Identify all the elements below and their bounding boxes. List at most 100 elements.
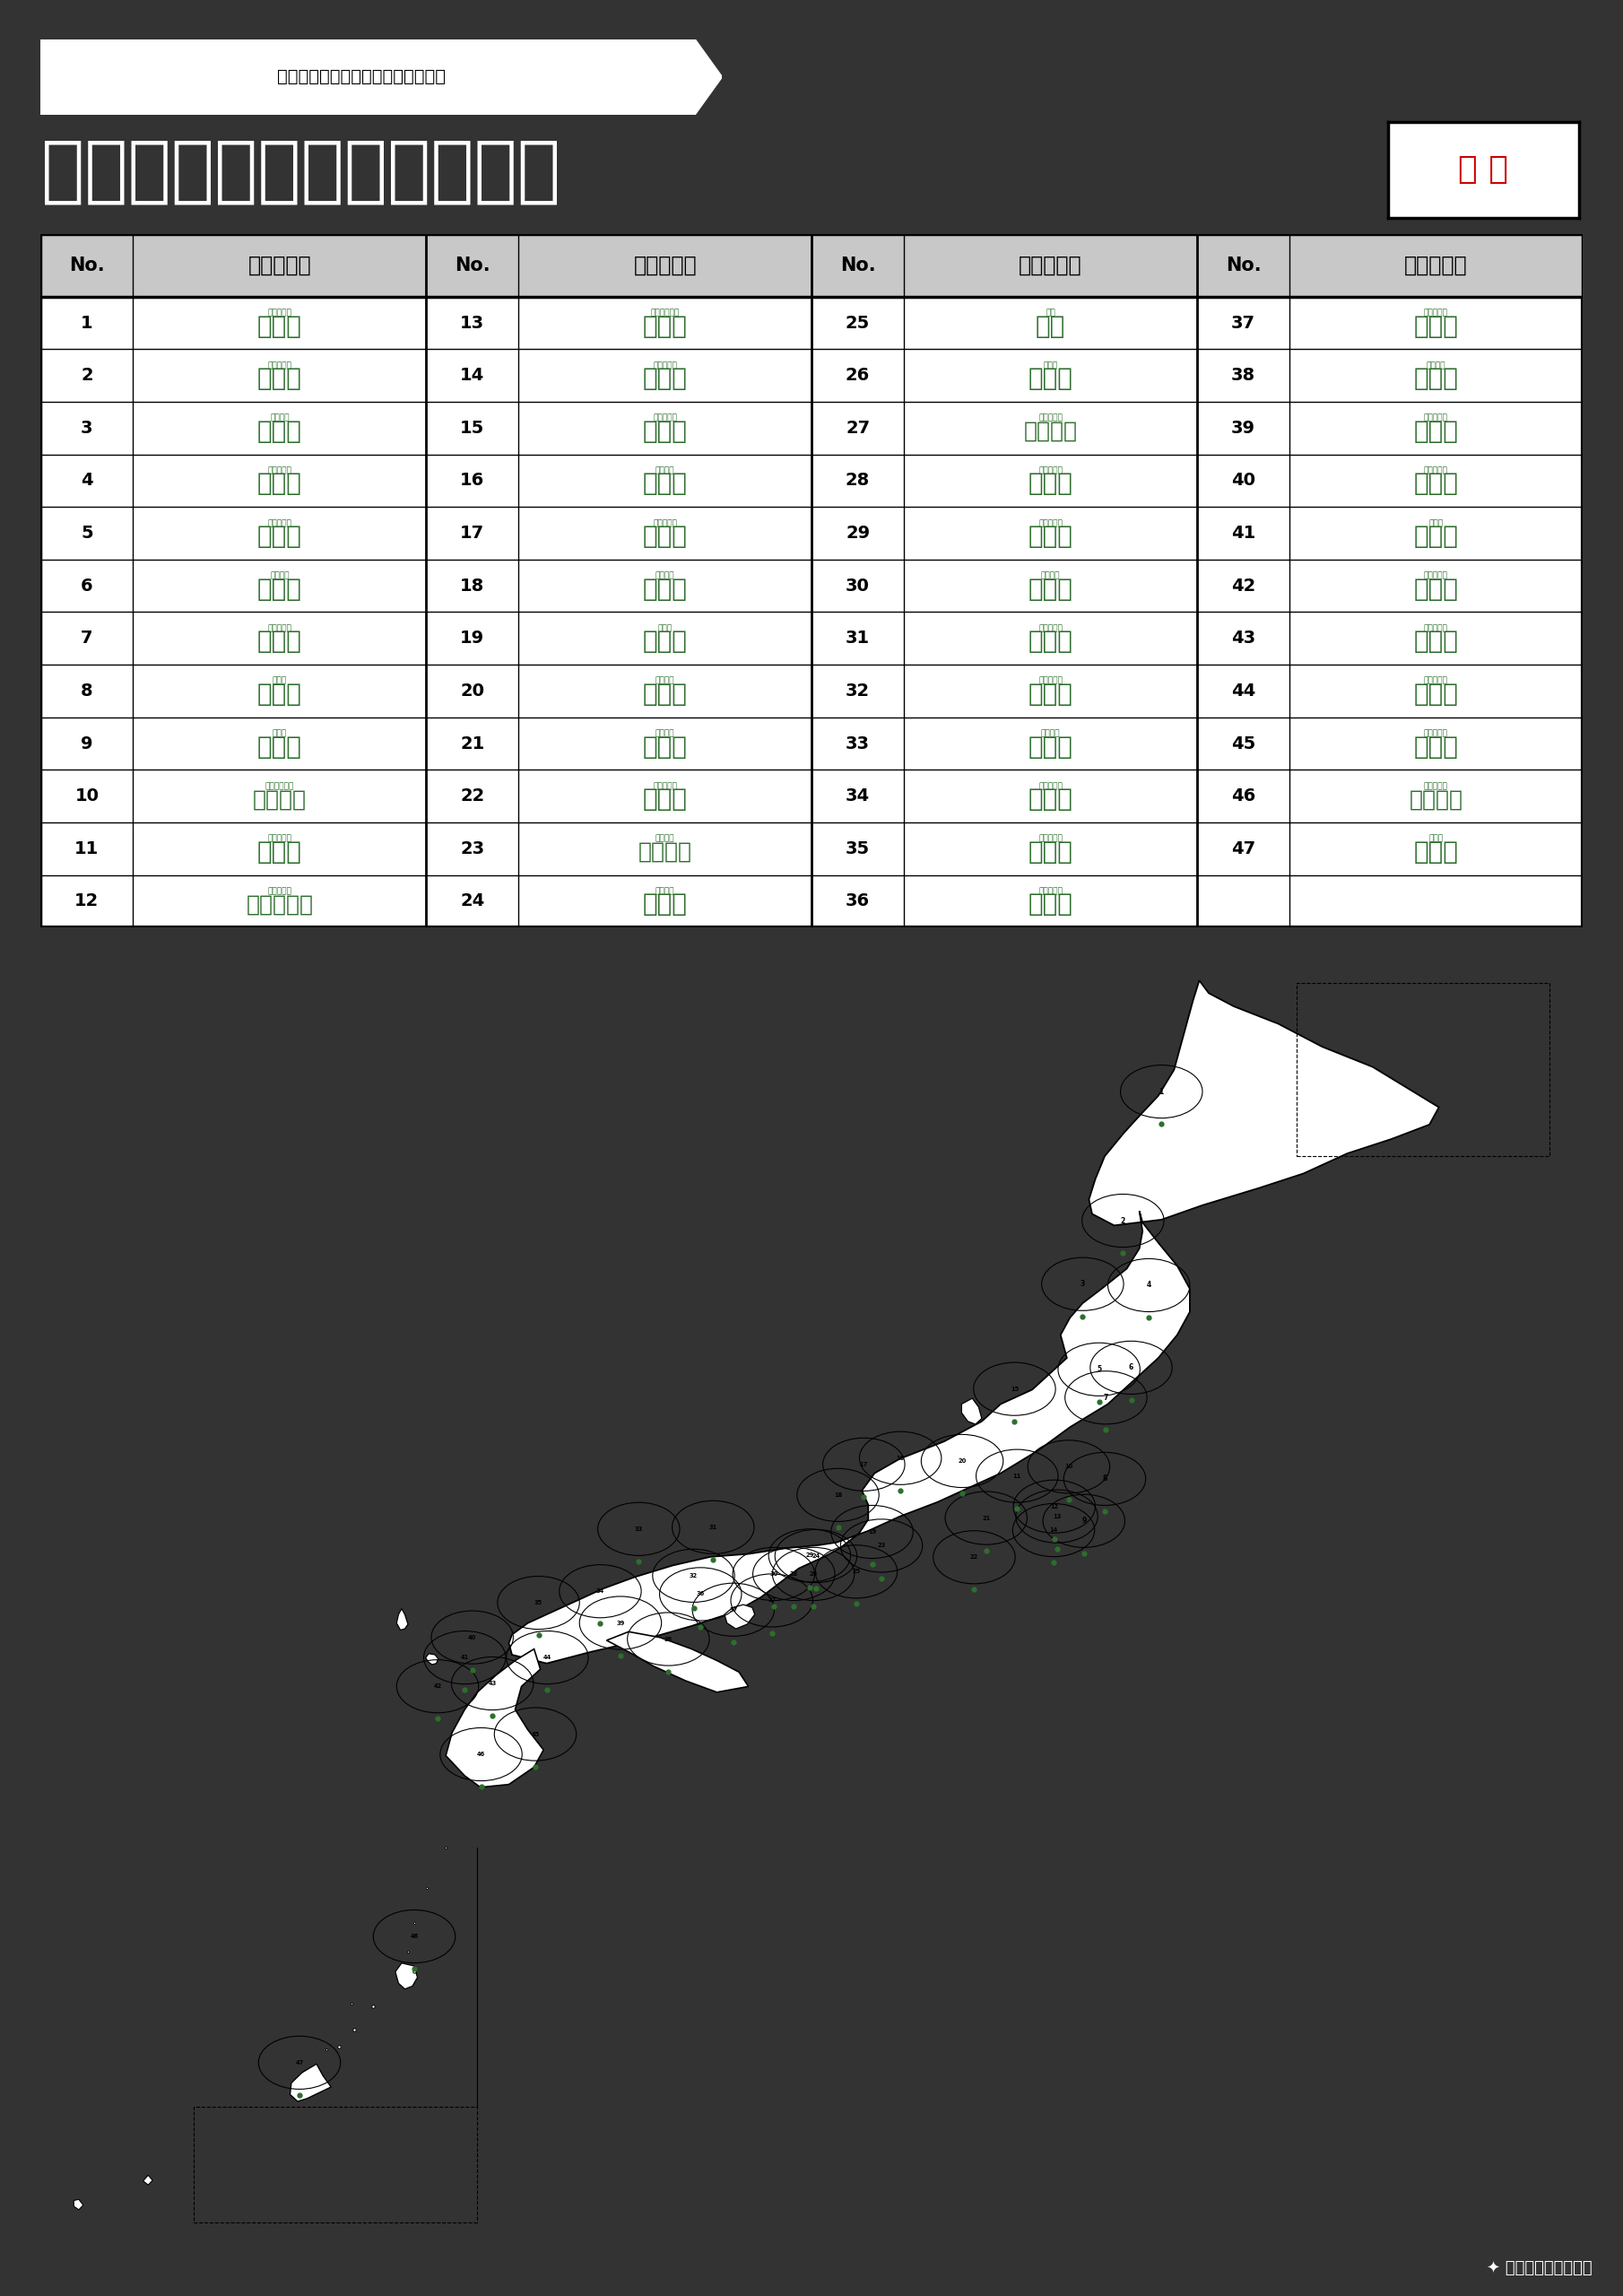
Text: ちばし: ちばし: [273, 730, 287, 737]
Polygon shape: [143, 2174, 153, 2186]
Text: みとし: みとし: [273, 677, 287, 684]
Text: 11: 11: [1013, 1474, 1021, 1479]
Text: ぎふし: ぎふし: [657, 625, 672, 631]
Text: 23: 23: [878, 1543, 886, 1548]
Text: 福井市: 福井市: [643, 576, 688, 602]
Text: 47: 47: [295, 2060, 304, 2066]
Text: 4: 4: [81, 473, 93, 489]
Text: しんじゅくく: しんじゅくく: [651, 310, 680, 317]
Text: 名古屋市: 名古屋市: [638, 840, 691, 863]
Text: つし: つし: [1045, 310, 1055, 317]
Text: 38: 38: [1232, 367, 1255, 383]
Text: なはし: なはし: [1428, 836, 1443, 843]
Text: さいたま市: さいたま市: [247, 893, 313, 916]
Text: ひろしまし: ひろしまし: [1039, 783, 1063, 790]
Text: 青森市: 青森市: [256, 365, 302, 390]
Text: 12: 12: [75, 893, 99, 909]
Text: もりおかし: もりおかし: [268, 466, 292, 475]
Text: 金沢市: 金沢市: [643, 523, 688, 549]
Text: ならし: ならし: [1044, 360, 1058, 370]
Text: 32: 32: [690, 1573, 698, 1577]
Text: さっぽろし: さっぽろし: [268, 310, 292, 317]
Text: 神戸市: 神戸市: [1027, 576, 1073, 602]
FancyBboxPatch shape: [1290, 234, 1582, 296]
Text: 10: 10: [1065, 1465, 1073, 1469]
Text: 26: 26: [810, 1570, 818, 1577]
Text: 県庁所在地: 県庁所在地: [248, 255, 312, 276]
Text: 45: 45: [531, 1731, 539, 1736]
Text: No.: No.: [1225, 257, 1261, 273]
Text: 22: 22: [971, 1554, 979, 1559]
Text: 新宿区: 新宿区: [643, 315, 688, 338]
Text: 31: 31: [709, 1525, 717, 1529]
Text: 19: 19: [461, 629, 484, 647]
Polygon shape: [396, 1609, 407, 1630]
Text: 千葉市: 千葉市: [256, 735, 302, 760]
Text: よこはまし: よこはまし: [652, 360, 677, 370]
Text: 17: 17: [461, 526, 484, 542]
Text: 36: 36: [846, 893, 870, 909]
Text: 佐賀市: 佐賀市: [1414, 523, 1459, 549]
Text: 46: 46: [1230, 788, 1256, 804]
Text: 15: 15: [459, 420, 485, 436]
Text: 33: 33: [635, 1527, 643, 1531]
Text: 9: 9: [1081, 1518, 1086, 1525]
Text: 熊本市: 熊本市: [1414, 682, 1459, 707]
Text: 鳥取市: 鳥取市: [1027, 629, 1073, 654]
Text: 24: 24: [459, 893, 485, 909]
Text: 那覇市: 那覇市: [1414, 840, 1459, 863]
Text: 山口市: 山口市: [1027, 840, 1073, 863]
Text: 28: 28: [846, 473, 870, 489]
Text: 県庁所在地: 県庁所在地: [633, 255, 696, 276]
Text: 40: 40: [467, 1635, 477, 1639]
Text: 5: 5: [81, 526, 93, 542]
Text: さがし: さがし: [1428, 519, 1443, 528]
Text: 仙台市: 仙台市: [256, 576, 302, 602]
Text: 秋田市: 秋田市: [256, 418, 302, 443]
Text: 27: 27: [768, 1598, 776, 1603]
Text: 8: 8: [1102, 1474, 1107, 1483]
Text: 35: 35: [846, 840, 870, 856]
Text: 20: 20: [461, 682, 484, 700]
Text: 30: 30: [846, 576, 870, 595]
Text: 46: 46: [411, 1933, 419, 1940]
Text: 3: 3: [81, 420, 93, 436]
Text: おかやまし: おかやまし: [1039, 677, 1063, 684]
Text: 31: 31: [846, 629, 870, 647]
Text: 14: 14: [459, 367, 485, 383]
Text: 福岡市: 福岡市: [1414, 471, 1459, 496]
Text: 44: 44: [1230, 682, 1256, 700]
Text: せんだいし: せんだいし: [268, 519, 292, 528]
Text: 福島市: 福島市: [256, 629, 302, 654]
Text: 宮崎市: 宮崎市: [1414, 735, 1459, 760]
Text: きょうとし: きょうとし: [1039, 519, 1063, 528]
Polygon shape: [41, 39, 722, 115]
Text: 松江市: 松江市: [1027, 735, 1073, 760]
Text: 22: 22: [459, 788, 485, 804]
Polygon shape: [510, 1210, 1190, 1662]
FancyBboxPatch shape: [133, 234, 425, 296]
Polygon shape: [425, 1653, 438, 1665]
Text: 46: 46: [477, 1752, 485, 1756]
Text: No.: No.: [841, 257, 875, 273]
Text: とっとりし: とっとりし: [1039, 625, 1063, 631]
Text: 20: 20: [958, 1458, 966, 1463]
Text: 岡山市: 岡山市: [1027, 682, 1073, 707]
Text: たかまつし: たかまつし: [1039, 886, 1063, 895]
Text: にいがたし: にいがたし: [652, 413, 677, 422]
Text: 6: 6: [81, 576, 93, 595]
Text: 10: 10: [75, 788, 99, 804]
FancyBboxPatch shape: [519, 234, 812, 296]
Text: 25: 25: [846, 315, 870, 331]
Polygon shape: [607, 1632, 748, 1692]
Text: 17: 17: [860, 1463, 868, 1467]
Text: 43: 43: [489, 1681, 497, 1685]
Text: 39: 39: [1232, 420, 1255, 436]
Text: 24: 24: [812, 1554, 820, 1559]
Text: まつやまし: まつやまし: [1423, 413, 1448, 422]
Text: 長崎市: 長崎市: [1414, 576, 1459, 602]
Text: ながのし: ながのし: [656, 677, 675, 684]
Text: さいたまし: さいたまし: [268, 886, 292, 895]
Text: 15: 15: [1011, 1387, 1019, 1391]
Text: 37: 37: [1232, 315, 1255, 331]
